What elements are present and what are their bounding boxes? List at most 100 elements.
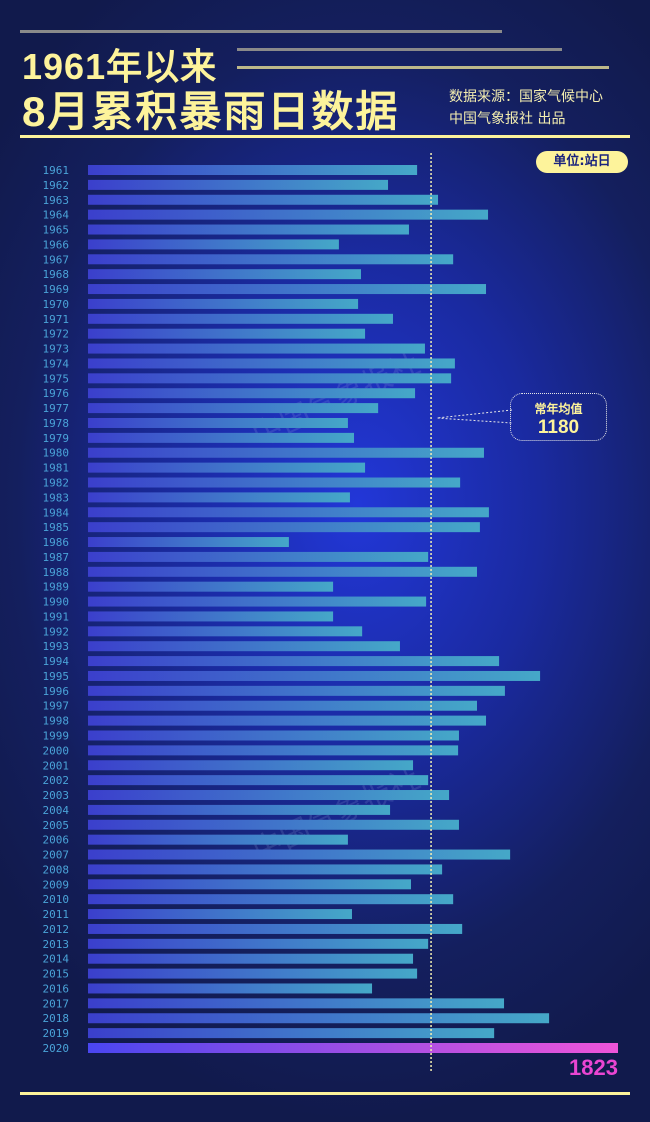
- year-label: 1996: [43, 685, 70, 698]
- header-divider: [20, 135, 630, 138]
- bar-1965: [88, 224, 409, 235]
- year-label: 2014: [43, 953, 70, 966]
- bar-1984: [88, 507, 489, 518]
- bar-2016: [88, 983, 373, 994]
- bar-1975: [88, 373, 452, 384]
- year-label: 1986: [43, 536, 70, 549]
- year-label: 2000: [43, 744, 70, 757]
- year-label: 1961: [43, 164, 70, 177]
- year-label: 1982: [43, 477, 70, 490]
- bar-2005: [88, 819, 459, 830]
- bar-2017: [88, 998, 505, 1009]
- year-label: 1962: [43, 179, 70, 192]
- bar-1997: [88, 700, 477, 711]
- bar-1980: [88, 447, 484, 458]
- bar-2011: [88, 909, 352, 920]
- deco-line-top: [20, 30, 502, 33]
- year-label: 2005: [43, 819, 70, 832]
- year-label: 1985: [43, 521, 70, 534]
- year-label: 1969: [43, 283, 70, 296]
- average-value: 1180: [537, 417, 580, 438]
- year-label: 2019: [43, 1027, 70, 1040]
- bar-2000: [88, 745, 459, 756]
- year-label: 1965: [43, 224, 70, 237]
- bar-1972: [88, 328, 366, 339]
- bar-2019: [88, 1028, 495, 1039]
- year-label: 1983: [43, 491, 70, 504]
- bar-1981: [88, 462, 366, 473]
- year-label: 1971: [43, 313, 70, 326]
- footer-divider: [20, 1092, 630, 1095]
- bar-2012: [88, 923, 463, 934]
- bar-1998: [88, 715, 487, 726]
- year-label: 2018: [43, 1012, 70, 1025]
- year-label: 1990: [43, 596, 70, 609]
- bar-1982: [88, 477, 461, 488]
- bar-2015: [88, 968, 418, 979]
- bar-2007: [88, 849, 511, 860]
- year-label: 2004: [43, 804, 70, 817]
- year-label: 1973: [43, 343, 70, 356]
- year-label: 1987: [43, 551, 70, 564]
- bar-1974: [88, 358, 455, 369]
- bar-2020: [88, 1043, 618, 1053]
- year-label: 1993: [43, 640, 70, 653]
- year-label: 2017: [43, 997, 70, 1010]
- callout-pointer: [436, 409, 513, 424]
- year-label: 2020: [43, 1042, 70, 1055]
- year-label: 1964: [43, 209, 70, 222]
- bar-1990: [88, 596, 427, 607]
- bar-1989: [88, 581, 334, 592]
- bar-1973: [88, 343, 425, 354]
- bar-1988: [88, 566, 477, 577]
- bar-1996: [88, 685, 505, 696]
- bar-1986: [88, 537, 289, 548]
- bar-1963: [88, 194, 439, 205]
- year-label: 2003: [43, 789, 70, 802]
- year-label: 2011: [43, 908, 70, 921]
- year-label: 2008: [43, 863, 70, 876]
- year-label: 1976: [43, 387, 70, 400]
- bar-1995: [88, 670, 541, 681]
- year-label: 1975: [43, 372, 70, 385]
- deco-line-3: [237, 66, 609, 69]
- year-label: 2001: [43, 759, 70, 772]
- bar-1971: [88, 313, 393, 324]
- year-label: 1966: [43, 238, 70, 251]
- year-label: 1968: [43, 268, 70, 281]
- bar-1976: [88, 388, 416, 399]
- year-label: 2007: [43, 849, 70, 862]
- bar-1968: [88, 269, 361, 280]
- unit-badge: 单位:站日: [536, 151, 628, 173]
- bar-2014: [88, 953, 414, 964]
- bar-2006: [88, 834, 348, 845]
- bar-1987: [88, 551, 429, 562]
- title-line1: 1961年以来: [22, 46, 218, 87]
- year-label: 2015: [43, 968, 70, 981]
- year-label: 2016: [43, 982, 70, 995]
- bar-1969: [88, 284, 487, 295]
- bar-1970: [88, 298, 359, 309]
- year-label: 1978: [43, 417, 70, 430]
- bar-2009: [88, 879, 412, 890]
- year-label: 1988: [43, 566, 70, 579]
- year-label: 1977: [43, 402, 70, 415]
- bar-1962: [88, 179, 389, 190]
- average-label: 常年均值: [534, 402, 583, 416]
- year-label: 1980: [43, 447, 70, 460]
- bar-2018: [88, 1013, 550, 1024]
- year-label: 1991: [43, 610, 70, 623]
- year-label: 1972: [43, 328, 70, 341]
- bar-1999: [88, 730, 459, 741]
- bar-2001: [88, 760, 414, 771]
- bar-2010: [88, 894, 454, 905]
- bar-1964: [88, 209, 489, 220]
- year-label: 1992: [43, 625, 70, 638]
- year-label: 2002: [43, 774, 70, 787]
- bar-2008: [88, 864, 443, 875]
- bar-1979: [88, 432, 355, 443]
- year-label: 2006: [43, 834, 70, 847]
- title-line2: 8月累积暴雨日数据: [22, 88, 400, 135]
- data-source: 数据来源：国家气候中心: [449, 89, 603, 105]
